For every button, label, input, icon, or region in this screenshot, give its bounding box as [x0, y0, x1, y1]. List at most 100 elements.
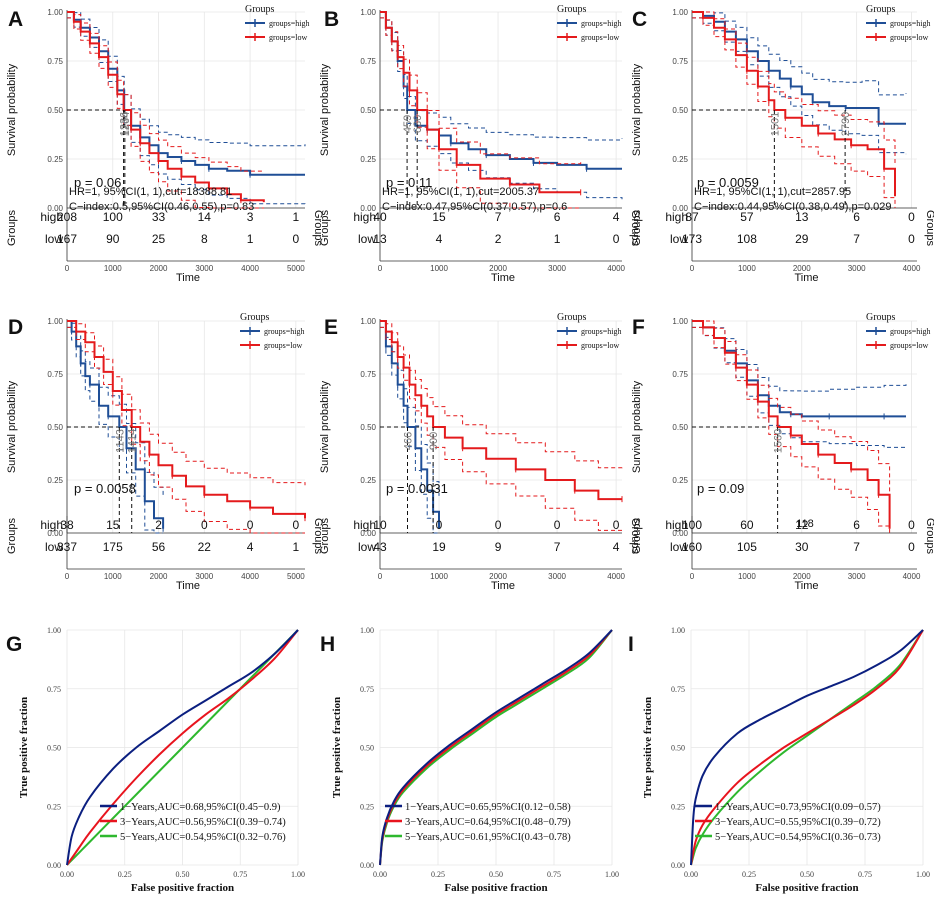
km-curve-low [380, 11, 581, 194]
panel-label: A [8, 8, 23, 31]
legend-label: 1−Years,AUC=0.73,95%CI(0.09−0.57) [715, 802, 881, 813]
risk-count: 173 [682, 232, 702, 246]
x-tick-label: 1000 [104, 572, 122, 581]
y-axis-title: True positive fraction [642, 697, 654, 798]
y-tick-label: 0.75 [47, 685, 61, 694]
legend-label-high: groups=high [581, 19, 622, 28]
y-tick-label: 0.50 [360, 106, 376, 115]
ci-lower-low [67, 17, 264, 209]
panel-c: C 0.00 0.25 0.50 0.75 1.00 Survival probabilit… [631, 4, 934, 284]
legend-label: 3−Years,AUC=0.64,95%CI(0.48−0.79) [405, 817, 571, 828]
km-curve-low [67, 320, 306, 519]
ci-lower-low [380, 17, 581, 209]
hazard-ratio-text: HR=1, 95%CI(1, 1),cut=2005.37 [382, 186, 539, 198]
y-tick-label: 0.50 [47, 744, 61, 753]
y-tick-label: 1.00 [360, 317, 376, 326]
risk-count: 13 [373, 232, 387, 246]
y-tick-label: 0.25 [360, 155, 376, 164]
risk-count: 0 [201, 518, 208, 532]
risk-count: 60 [740, 518, 754, 532]
risk-count: 160 [682, 540, 702, 554]
median-time-label: 459 [402, 115, 414, 133]
x-axis-title: False positive fraction [755, 882, 858, 894]
risk-count: 90 [106, 232, 120, 246]
legend-label-low: groups=low [269, 33, 308, 42]
risk-count: 2 [155, 518, 162, 532]
risk-count: 15 [106, 518, 120, 532]
risk-count: 1 [247, 232, 254, 246]
risk-count: 0 [495, 518, 502, 532]
y-tick-label: 0.75 [360, 685, 374, 694]
risk-count: 7 [853, 540, 860, 554]
x-tick-label: 1000 [738, 572, 756, 581]
y-tick-label: 0.25 [360, 802, 374, 811]
x-tick-label: 1000 [430, 264, 448, 273]
ci-upper-low [67, 11, 265, 172]
risk-count: 4 [436, 232, 443, 246]
legend-title: Groups [866, 312, 896, 323]
x-tick-label: 0 [690, 572, 695, 581]
roc-curve-5yr [66, 629, 299, 866]
y-tick-label: 0.75 [47, 370, 63, 379]
risk-count: 29 [795, 232, 809, 246]
x-tick-label: 3000 [195, 264, 213, 273]
legend-label-low: groups=low [264, 341, 303, 350]
c-index-text: C−index:0.47,95%CI(0.37,0.57),p=0.6 [382, 201, 567, 213]
median-time-label: 1501 [769, 112, 781, 136]
panel-b: B 0.00 0.25 0.50 0.75 1.00 Survival probabilit… [319, 4, 641, 284]
risk-count: 0 [293, 518, 300, 532]
risk-count: 0 [908, 210, 915, 224]
hazard-ratio-text: HR=1, 95%CI(1, 1),cut=18388.81 [69, 186, 232, 198]
p-value: p = 0.0058 [74, 481, 136, 496]
median-time-label: 2790 [840, 112, 852, 136]
x-tick-label: 0.75 [547, 870, 561, 879]
ci-lower-high [67, 326, 164, 534]
panel-g: G 0.00 0.25 0.50 0.75 1.00 0.00 0.25 0.50 0.75 1.0… [6, 626, 305, 894]
p-value: p = 0.06 [74, 175, 121, 190]
x-tick-label: 3000 [848, 572, 866, 581]
y-tick-label: 0.50 [47, 106, 63, 115]
risk-count: 4 [613, 540, 620, 554]
y-tick-label: 0.75 [360, 57, 376, 66]
x-tick-label: 2000 [150, 264, 168, 273]
x-tick-label: 4000 [241, 264, 259, 273]
risk-count: 7 [495, 210, 502, 224]
x-tick-label: 4000 [607, 264, 625, 273]
legend-label: 5−Years,AUC=0.61,95%CI(0.43−0.78) [405, 832, 571, 843]
y-tick-label: 1.00 [360, 626, 374, 635]
roc-curve-3yr [690, 629, 924, 866]
risk-count: 6 [853, 518, 860, 532]
x-tick-label: 5000 [287, 572, 305, 581]
risk-count: 33 [152, 210, 166, 224]
risk-row-label-high: high [40, 210, 63, 224]
y-tick-label: 0.25 [47, 476, 63, 485]
x-tick-label: 0 [690, 264, 695, 273]
y-axis-title: Survival probability [6, 63, 18, 156]
risk-row-label-high: high [353, 210, 376, 224]
y-tick-label: 0.75 [671, 685, 685, 694]
hazard-ratio-text: HR=1, 95%CI(1, 1),cut=2857.95 [694, 186, 851, 198]
risk-count: 337 [57, 540, 77, 554]
risk-count: 25 [152, 232, 166, 246]
risk-count: 175 [103, 540, 123, 554]
legend-title: Groups [245, 4, 275, 15]
panel-label: C [632, 8, 647, 31]
x-tick-label: 3000 [848, 264, 866, 273]
legend-label: 3−Years,AUC=0.56,95%CI(0.39−0.74) [120, 817, 286, 828]
x-tick-label: 1.00 [916, 870, 930, 879]
x-tick-label: 0.00 [684, 870, 698, 879]
y-tick-label: 0.00 [47, 861, 61, 870]
y-tick-label: 0.00 [360, 861, 374, 870]
y-tick-label: 0.25 [671, 802, 685, 811]
y-tick-label: 0.25 [47, 802, 61, 811]
p-value: p = 0.09 [697, 481, 744, 496]
x-axis-title: Time [491, 580, 515, 592]
risk-count: 87 [685, 210, 699, 224]
risk-count: 167 [57, 232, 77, 246]
risk-count: 4 [613, 210, 620, 224]
y-tick-label: 1.00 [47, 8, 63, 17]
risk-table-right-title: Groups [924, 518, 934, 555]
risk-count: 100 [682, 518, 702, 532]
panel-label: B [324, 8, 339, 31]
